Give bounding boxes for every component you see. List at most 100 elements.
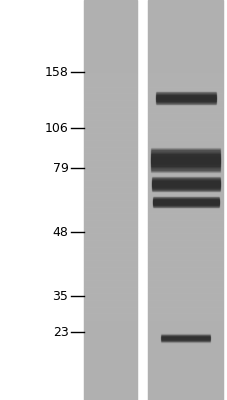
Bar bbox=[84, 347, 136, 353]
Bar bbox=[84, 367, 136, 373]
Bar bbox=[148, 380, 222, 387]
Bar bbox=[148, 220, 222, 227]
Bar bbox=[148, 0, 222, 400]
Bar bbox=[148, 140, 222, 147]
Bar bbox=[84, 373, 136, 380]
Bar bbox=[148, 340, 222, 347]
Bar bbox=[84, 280, 136, 287]
Bar bbox=[84, 240, 136, 247]
Bar bbox=[155, 101, 215, 102]
Bar bbox=[155, 93, 215, 94]
Bar bbox=[151, 167, 220, 168]
Bar bbox=[84, 153, 136, 160]
Bar bbox=[148, 347, 222, 353]
Bar bbox=[148, 160, 222, 167]
Bar bbox=[84, 340, 136, 347]
Bar bbox=[84, 393, 136, 400]
Bar bbox=[151, 177, 219, 178]
Bar bbox=[151, 154, 220, 155]
Bar bbox=[148, 320, 222, 327]
Bar bbox=[155, 94, 215, 95]
Bar bbox=[151, 186, 219, 187]
Bar bbox=[151, 178, 219, 179]
Bar bbox=[148, 287, 222, 293]
Bar bbox=[148, 240, 222, 247]
Bar bbox=[148, 180, 222, 187]
Bar bbox=[148, 227, 222, 233]
Bar bbox=[84, 207, 136, 213]
Bar bbox=[151, 190, 219, 191]
Bar bbox=[84, 80, 136, 87]
Bar bbox=[84, 320, 136, 327]
Bar bbox=[148, 33, 222, 40]
Bar bbox=[151, 184, 219, 185]
Bar bbox=[151, 164, 220, 165]
Bar bbox=[155, 99, 215, 100]
Bar bbox=[148, 193, 222, 200]
Bar bbox=[84, 7, 136, 13]
Bar bbox=[155, 97, 215, 98]
Bar bbox=[151, 166, 220, 167]
Bar bbox=[148, 327, 222, 333]
Bar bbox=[148, 147, 222, 153]
Bar bbox=[148, 93, 222, 100]
Bar bbox=[84, 167, 136, 173]
Bar bbox=[151, 170, 220, 171]
Bar bbox=[84, 0, 136, 400]
Bar bbox=[84, 360, 136, 367]
Bar bbox=[148, 47, 222, 53]
Bar bbox=[151, 150, 220, 151]
Bar bbox=[84, 33, 136, 40]
Text: 48: 48 bbox=[52, 226, 68, 238]
Bar bbox=[151, 162, 220, 163]
Bar bbox=[84, 387, 136, 393]
Bar bbox=[151, 168, 220, 169]
Bar bbox=[148, 360, 222, 367]
Bar bbox=[84, 73, 136, 80]
Bar bbox=[84, 40, 136, 47]
Bar bbox=[148, 300, 222, 307]
Bar bbox=[84, 333, 136, 340]
Bar bbox=[148, 120, 222, 127]
Bar bbox=[148, 67, 222, 73]
Bar bbox=[151, 188, 219, 189]
Bar bbox=[148, 13, 222, 20]
Bar bbox=[84, 260, 136, 267]
Bar bbox=[148, 173, 222, 180]
Bar bbox=[155, 95, 215, 96]
Bar bbox=[84, 27, 136, 33]
Bar bbox=[84, 140, 136, 147]
Bar bbox=[84, 307, 136, 313]
Bar bbox=[151, 160, 220, 161]
Bar bbox=[151, 156, 220, 157]
Bar bbox=[84, 67, 136, 73]
Bar bbox=[148, 280, 222, 287]
Bar bbox=[148, 20, 222, 27]
Bar bbox=[148, 200, 222, 207]
Bar bbox=[84, 313, 136, 320]
Bar bbox=[155, 100, 215, 101]
Bar bbox=[151, 163, 220, 164]
Bar bbox=[84, 353, 136, 360]
Bar bbox=[84, 227, 136, 233]
Bar bbox=[151, 183, 219, 184]
Bar bbox=[84, 213, 136, 220]
Bar bbox=[84, 87, 136, 93]
Bar bbox=[151, 152, 220, 153]
Bar bbox=[148, 60, 222, 67]
Bar bbox=[84, 287, 136, 293]
Bar bbox=[148, 260, 222, 267]
Bar bbox=[84, 380, 136, 387]
Bar bbox=[148, 127, 222, 133]
Bar bbox=[148, 27, 222, 33]
Text: 23: 23 bbox=[52, 326, 68, 338]
Bar bbox=[84, 113, 136, 120]
Bar bbox=[148, 80, 222, 87]
Bar bbox=[151, 169, 220, 170]
Bar bbox=[84, 160, 136, 167]
Bar bbox=[148, 367, 222, 373]
Bar bbox=[84, 93, 136, 100]
Bar bbox=[84, 120, 136, 127]
Bar bbox=[155, 102, 215, 103]
Bar bbox=[84, 253, 136, 260]
